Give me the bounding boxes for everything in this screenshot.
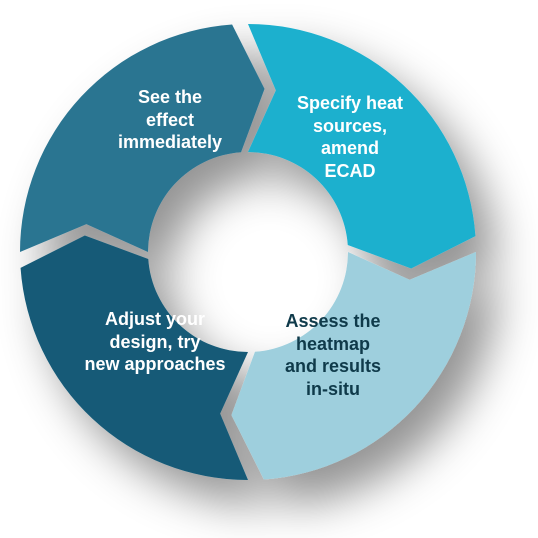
- cycle-ring-svg: [0, 0, 538, 538]
- cycle-diagram: See theeffectimmediatelySpecify heatsour…: [0, 0, 538, 538]
- cycle-segment-see-effect: [20, 25, 265, 252]
- cycle-segment-specify-heat: [248, 24, 475, 269]
- cycle-segment-adjust-design: [21, 235, 248, 480]
- cycle-segment-assess-heatmap: [231, 252, 476, 479]
